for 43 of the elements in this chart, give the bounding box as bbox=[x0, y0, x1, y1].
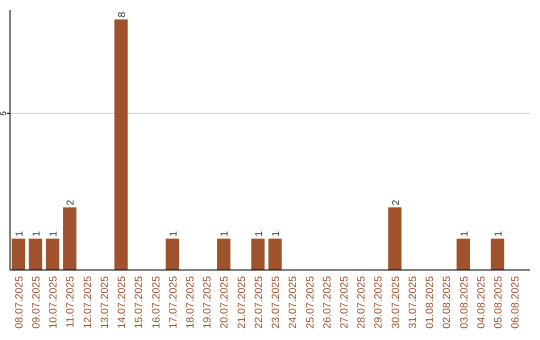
x-tick-label: 30.07.2025 bbox=[390, 276, 402, 329]
data-label: 1 bbox=[48, 230, 60, 237]
x-tick-label: 02.08.2025 bbox=[441, 276, 454, 329]
data-label: 1 bbox=[254, 230, 265, 237]
x-tick-label: 01.08.2025 bbox=[424, 276, 436, 329]
data-label: 1 bbox=[220, 230, 231, 237]
x-tick-label: 15.07.2025 bbox=[133, 276, 146, 329]
x-tick-label: 12.07.2025 bbox=[82, 276, 94, 329]
data-label: 1 bbox=[494, 230, 505, 237]
x-tick-label: 09.07.2025 bbox=[30, 276, 42, 329]
x-tick-label: 16.07.2025 bbox=[150, 276, 162, 329]
data-label: 1 bbox=[14, 230, 26, 237]
x-tick-label: 22.07.2025 bbox=[252, 276, 265, 329]
x-tick-label: 31.07.2025 bbox=[406, 276, 419, 329]
x-tick-label: 27.07.2025 bbox=[338, 276, 350, 329]
x-tick-label: 14.07.2025 bbox=[116, 276, 128, 329]
data-label: 1 bbox=[168, 230, 180, 237]
x-tick-label: 23.07.2025 bbox=[270, 276, 282, 329]
data-label: 8 bbox=[117, 11, 128, 18]
x-tick-label: 11.07.2025 bbox=[64, 276, 77, 328]
x-tick-label: 17.07.2025 bbox=[167, 276, 180, 329]
data-label: 2 bbox=[66, 199, 77, 206]
x-tick-label: 26.07.2025 bbox=[321, 276, 334, 329]
x-tick-label: 18.07.2025 bbox=[184, 276, 196, 329]
x-tick-label: 24.07.2025 bbox=[287, 276, 300, 329]
y-tick-label: 5 bbox=[0, 110, 8, 116]
x-tick-label: 20.07.2025 bbox=[218, 276, 231, 329]
x-tick-label: 03.08.2025 bbox=[458, 276, 470, 329]
x-tick-label: 19.07.2025 bbox=[202, 276, 214, 329]
x-tick-label: 13.07.2025 bbox=[98, 276, 111, 329]
data-label: 1 bbox=[271, 230, 282, 237]
x-tick-label: 28.07.2025 bbox=[356, 276, 368, 329]
x-tick-label: 29.07.2025 bbox=[372, 276, 385, 329]
x-tick-label: 25.07.2025 bbox=[304, 276, 316, 329]
x-tick-label: 08.07.2025 bbox=[13, 276, 26, 329]
data-label: 2 bbox=[390, 199, 402, 206]
x-tick-label: 06.08.2025 bbox=[510, 276, 522, 329]
data-label: 1 bbox=[31, 230, 42, 237]
x-tick-label: 21.07.2025 bbox=[236, 276, 248, 329]
x-tick-label: 04.08.2025 bbox=[475, 276, 488, 329]
data-label: 1 bbox=[459, 230, 470, 237]
x-tick-label: 10.07.2025 bbox=[48, 276, 60, 329]
x-tick-label: 05.08.2025 bbox=[492, 276, 505, 329]
